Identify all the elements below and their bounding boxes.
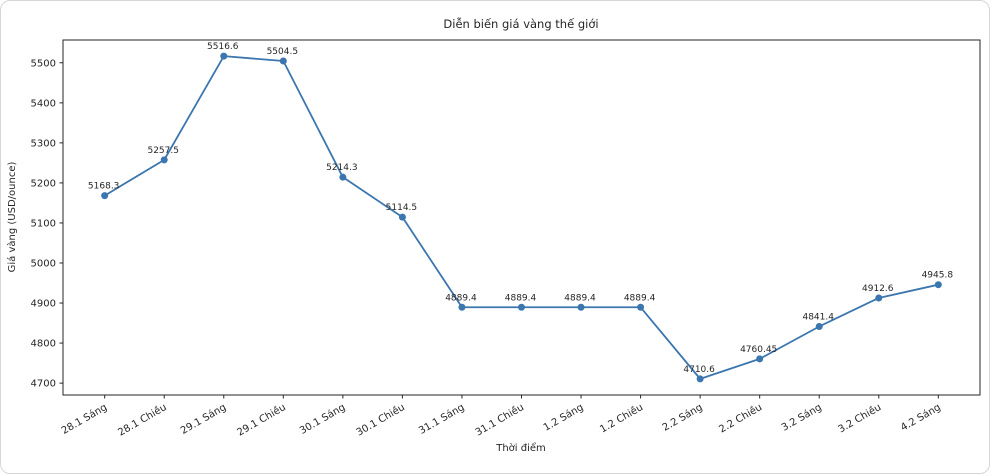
y-tick-label: 5400 bbox=[31, 98, 56, 109]
data-point bbox=[696, 375, 704, 383]
data-point-label: 4889.4 bbox=[624, 293, 656, 303]
y-tick-label: 5100 bbox=[31, 218, 56, 229]
y-tick-label: 4700 bbox=[31, 379, 56, 390]
x-tick-label: 1.2 Chiều bbox=[598, 401, 645, 435]
x-tick-label: 31.1 Sáng bbox=[417, 401, 467, 437]
x-tick-label: 3.2 Sáng bbox=[779, 401, 823, 434]
gold-price-line bbox=[104, 55, 939, 380]
x-tick-label: 28.1 Chiều bbox=[116, 401, 169, 438]
data-point bbox=[458, 303, 466, 311]
data-point-label: 4945.8 bbox=[922, 271, 954, 281]
data-point-label: 4889.4 bbox=[564, 293, 596, 303]
data-point bbox=[398, 213, 406, 221]
x-tick-label: 31.1 Chiều bbox=[473, 401, 526, 438]
data-point-label: 5257.5 bbox=[147, 146, 179, 156]
data-point-label: 4889.4 bbox=[445, 293, 477, 303]
data-point-label: 4710.6 bbox=[683, 365, 715, 375]
y-tick-label: 5000 bbox=[31, 258, 56, 269]
y-tick-label: 4800 bbox=[31, 339, 56, 350]
chart-title: Diễn biến giá vàng thế giới bbox=[443, 17, 598, 31]
data-point bbox=[220, 52, 228, 60]
data-point-label: 5504.5 bbox=[267, 47, 299, 57]
series-layer bbox=[101, 52, 942, 383]
data-point bbox=[160, 156, 168, 164]
data-point bbox=[934, 281, 942, 289]
data-point bbox=[756, 355, 764, 363]
point-labels-layer: 5168.3 5257.5 5516.6 5504.5 5214.3 5114.5 4889… bbox=[88, 42, 953, 375]
x-axis-ticks: 28.1 Sáng 28.1 Chiều 29.1 Sáng 29.1 Chiều 30… bbox=[59, 395, 943, 439]
x-tick-label: 2.2 Chiều bbox=[717, 401, 764, 435]
data-point bbox=[279, 57, 287, 65]
data-point bbox=[577, 303, 585, 311]
data-point-label: 4912.6 bbox=[862, 284, 894, 294]
data-point bbox=[637, 303, 645, 311]
data-point-label: 5214.3 bbox=[326, 163, 358, 173]
data-point bbox=[518, 303, 525, 311]
x-axis-label: Thời điểm bbox=[495, 441, 546, 454]
data-point-label: 4889.4 bbox=[505, 293, 537, 303]
data-point bbox=[339, 173, 347, 181]
data-point-label: 4760.45 bbox=[740, 345, 777, 355]
plot-frame bbox=[62, 39, 981, 396]
y-axis-ticks: 4700 4800 4900 5000 5100 5200 5300 5400 5500 bbox=[31, 58, 63, 390]
x-tick-label: 3.2 Chiều bbox=[836, 401, 883, 435]
data-point-label: 5516.6 bbox=[207, 42, 239, 52]
x-tick-label: 4.2 Sáng bbox=[898, 401, 942, 434]
data-point bbox=[875, 294, 883, 302]
data-point bbox=[815, 322, 823, 330]
x-tick-label: 29.1 Chiều bbox=[235, 401, 288, 438]
y-tick-label: 5300 bbox=[31, 138, 56, 149]
data-point bbox=[101, 192, 109, 200]
y-axis-label: Giá vàng (USD/ounce) bbox=[6, 162, 18, 273]
data-point-label: 5168.3 bbox=[88, 182, 120, 192]
x-tick-label: 28.1 Sáng bbox=[59, 401, 109, 437]
x-tick-label: 29.1 Sáng bbox=[178, 401, 228, 437]
x-tick-label: 30.1 Sáng bbox=[298, 401, 348, 437]
x-tick-label: 1.2 Sáng bbox=[541, 401, 585, 434]
y-tick-label: 4900 bbox=[31, 299, 56, 310]
y-tick-label: 5500 bbox=[31, 58, 56, 69]
x-tick-label: 30.1 Chiều bbox=[354, 401, 407, 438]
data-point-label: 4841.4 bbox=[802, 312, 834, 322]
y-tick-label: 5200 bbox=[31, 178, 56, 189]
data-point-label: 5114.5 bbox=[386, 203, 418, 213]
x-tick-label: 2.2 Sáng bbox=[660, 401, 704, 434]
